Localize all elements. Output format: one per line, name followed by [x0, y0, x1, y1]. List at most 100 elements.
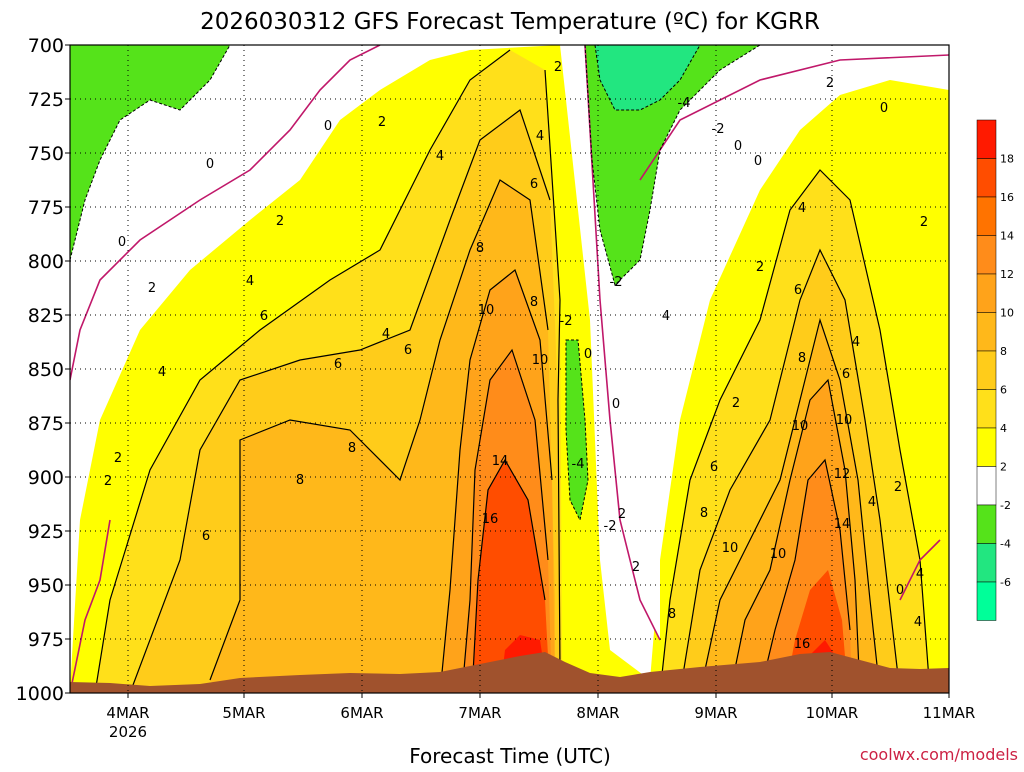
contour-label: 0 [118, 235, 126, 250]
contour-label: 2 [104, 474, 112, 489]
contour-label: 2 [632, 560, 640, 575]
y-tick-label: 775 [28, 197, 64, 219]
y-tick-label: 750 [28, 143, 64, 165]
chart-title: 2026030312 GFS Forecast Temperature (ºC)… [200, 9, 820, 35]
y-tick-label: 1000 [16, 683, 64, 705]
contour-label: 4 [158, 365, 166, 380]
colorbar-label: -2 [1000, 499, 1011, 512]
contour-label: 8 [700, 506, 708, 521]
contour-2 [94, 49, 511, 693]
contour-label: 2 [148, 281, 156, 296]
x-axis-labels: 4MAR 5MAR 6MAR 7MAR 8MAR 9MAR 10MAR 11MAR [106, 693, 975, 722]
contour-label: 4 [536, 129, 544, 144]
colorbar-swatch [976, 543, 997, 583]
contour-neg2-west [70, 45, 231, 261]
x-tick-label: 8MAR [576, 704, 619, 722]
contour-label: 4 [798, 201, 806, 216]
contour-label: 8 [530, 295, 538, 310]
contour-label: 16 [482, 512, 499, 527]
contour-label: 6 [794, 283, 802, 298]
contour-label: 4 [852, 335, 860, 350]
contour-label: 10 [532, 353, 549, 368]
negative-contours [70, 45, 761, 522]
colorbar-swatch [976, 466, 997, 506]
contour-label: 0 [896, 583, 904, 598]
colorbar-swatch [976, 427, 997, 467]
colorbar-swatch [976, 273, 997, 313]
contour-label: 0 [324, 119, 332, 134]
y-tick-label: 975 [28, 629, 64, 651]
colorbar-swatch [976, 504, 997, 544]
contour-2-east [659, 169, 931, 693]
colorbar-swatch [976, 312, 997, 352]
x-year-label: 2026 [109, 723, 147, 741]
contour-label: 6 [842, 367, 850, 382]
colorbar-label: -6 [1000, 576, 1011, 589]
contour-14 [471, 458, 546, 693]
y-tick-label: 800 [28, 251, 64, 273]
colorbar-swatch [976, 158, 997, 198]
contour-front [544, 69, 561, 671]
contour-label: 6 [404, 343, 412, 358]
x-tick-label: 6MAR [340, 704, 383, 722]
contour-label: 10 [770, 547, 787, 562]
contour-label: -4 [678, 96, 691, 111]
contour-label: 2 [114, 451, 122, 466]
y-tick-label: 900 [28, 467, 64, 489]
zero-isotherms [70, 45, 949, 693]
contour-neg4-mid [594, 45, 701, 111]
contour-label: 2 [276, 214, 284, 229]
contour-6-east [699, 317, 881, 693]
colorbar-swatch [976, 196, 997, 236]
contour-neg-strip [565, 339, 589, 522]
contour-label: 10 [792, 419, 809, 434]
contour-6 [209, 179, 549, 681]
colorbar-label: 6 [1000, 384, 1007, 397]
contour-label: 2 [756, 260, 764, 275]
contour-label: 8 [476, 241, 484, 256]
colorbar-swatch [976, 119, 997, 159]
colorbar-label: 8 [1000, 345, 1007, 358]
contour-label: 4 [914, 615, 922, 630]
y-tick-label: 850 [28, 359, 64, 381]
contour-label: 2 [554, 60, 562, 75]
contour-label: 0 [584, 347, 592, 362]
contour-label: 10 [478, 303, 495, 318]
terrain [70, 652, 949, 693]
contour-label: 2 [894, 480, 902, 495]
colorbar-label: 10 [1000, 307, 1014, 320]
colorbar-label: 18 [1000, 153, 1014, 166]
contour-label: 16 [794, 637, 811, 652]
y-tick-label: 725 [28, 89, 64, 111]
contour-label: 2 [920, 215, 928, 230]
y-tick-label: 925 [28, 521, 64, 543]
x-tick-label: 9MAR [694, 704, 737, 722]
contour-label: 10 [836, 413, 853, 428]
colorbar-swatch [976, 235, 997, 275]
contour-label: -2 [712, 122, 725, 137]
x-tick-label: 4MAR [106, 704, 149, 722]
contour-label: 2 [378, 115, 386, 130]
contour-label: 0 [734, 139, 742, 154]
contour-label: 0 [206, 157, 214, 172]
contour-label: 4 [868, 495, 876, 510]
contour-label: 8 [296, 473, 304, 488]
contour-label: 4 [662, 309, 670, 324]
contour-label: 14 [834, 517, 851, 532]
contour-label: 4 [382, 327, 390, 342]
contour-10-east [759, 458, 851, 693]
colorbar-label: 2 [1000, 461, 1007, 474]
contour-label: -2 [560, 314, 573, 329]
band-green-strip [566, 340, 588, 520]
zero-isotherm-west [70, 45, 381, 381]
x-tick-label: 11MAR [923, 704, 976, 722]
x-tick-label: 7MAR [458, 704, 501, 722]
contour-label: 6 [260, 309, 268, 324]
x-axis-title: Forecast Time (UTC) [409, 744, 611, 768]
y-tick-label: 700 [28, 35, 64, 57]
contour-label: 6 [202, 529, 210, 544]
colorbar-label: 14 [1000, 230, 1014, 243]
zero-isotherm-center [584, 45, 661, 641]
